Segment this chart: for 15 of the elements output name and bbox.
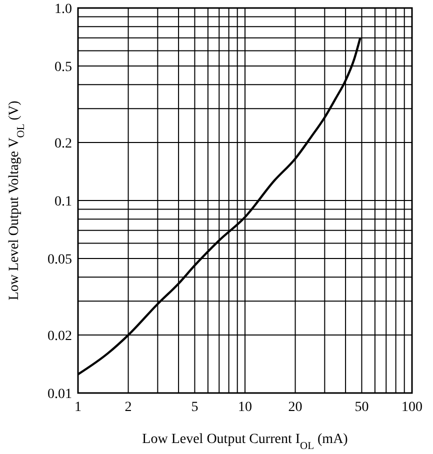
y-tick-label: 0.1 (54, 194, 72, 210)
x-tick-label: 2 (124, 400, 132, 415)
x-tick-label: 5 (191, 400, 198, 415)
y-tick-label: 1.0 (54, 2, 72, 17)
x-tick-label: 50 (354, 400, 369, 415)
x-axis-title: Low Level Output Current I$_{OL}$ (mA) (142, 432, 348, 452)
x-tick-label: 100 (402, 400, 422, 415)
x-tick-label: 10 (238, 400, 252, 415)
y-tick-label: 0.2 (54, 136, 72, 152)
x-tick-label: 1 (74, 400, 82, 415)
y-tick-label: 0.02 (48, 329, 72, 344)
y-tick-label: 0.5 (54, 60, 72, 75)
y-tick-label: 0.05 (48, 252, 72, 268)
x-tick-label: 20 (288, 400, 302, 415)
y-tick-label: 0.01 (48, 387, 72, 402)
